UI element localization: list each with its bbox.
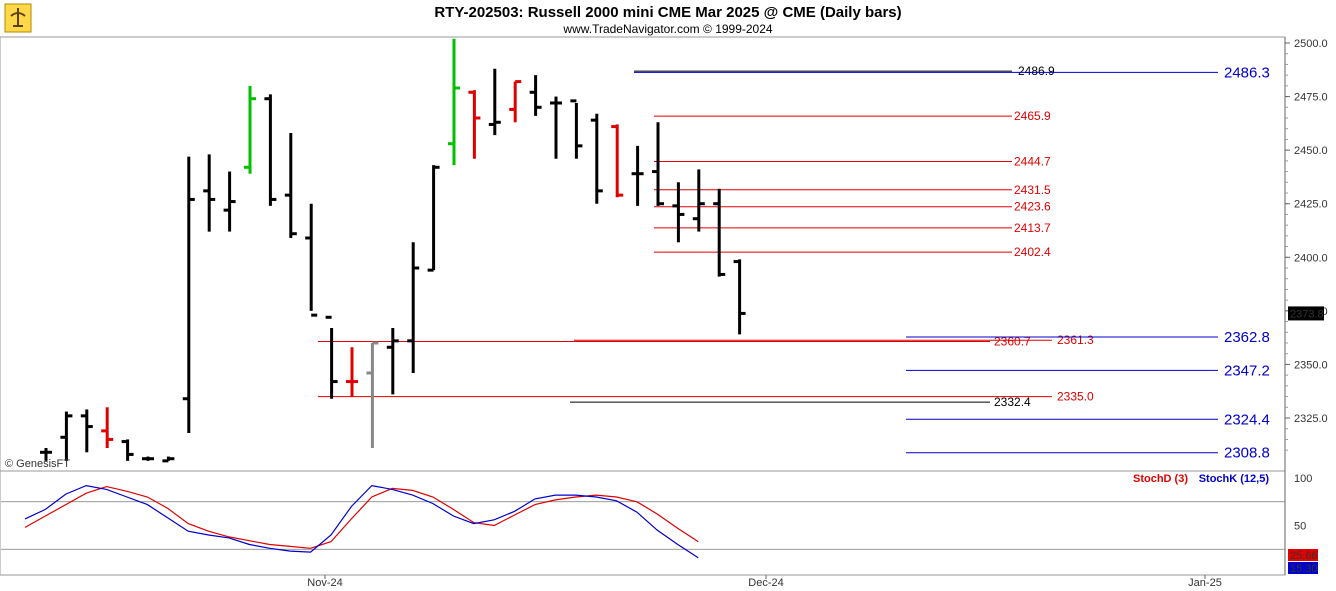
ohlc-bar bbox=[366, 341, 379, 448]
ohlc-bar bbox=[733, 259, 746, 335]
ohlc-bar bbox=[590, 113, 603, 204]
level-label: 2361.3 bbox=[1057, 333, 1094, 347]
level-label: 2402.4 bbox=[1014, 245, 1051, 259]
ohlc-bar bbox=[142, 456, 154, 461]
ohlc-bar bbox=[529, 75, 542, 116]
x-tick-label: Nov-24 bbox=[307, 577, 342, 589]
ohlc-bar bbox=[611, 124, 624, 198]
level-label: 2332.4 bbox=[994, 395, 1031, 409]
stochk-value-box bbox=[1288, 562, 1318, 574]
indicator-tick-label: 50 bbox=[1294, 521, 1306, 533]
price-panel-frame bbox=[0, 36, 1286, 472]
level-label: 2431.5 bbox=[1014, 183, 1051, 197]
indicator-tick-label: 100 bbox=[1294, 473, 1312, 485]
last-price-label: 2373.8 bbox=[1290, 308, 1324, 320]
ohlc-bar bbox=[427, 165, 440, 272]
ohlc-bar bbox=[284, 133, 297, 238]
ohlc-bar bbox=[448, 38, 460, 166]
level-label: 2444.7 bbox=[1014, 155, 1051, 169]
stochk-line bbox=[24, 484, 699, 559]
ohlc-bar bbox=[203, 154, 216, 232]
ohlc-bar bbox=[468, 90, 481, 159]
x-tick-label: Jan-25 bbox=[1188, 577, 1222, 589]
ohlc-bar bbox=[672, 182, 685, 243]
ohlc-bar bbox=[80, 409, 93, 453]
logo-icon bbox=[4, 3, 32, 33]
stochk-value: 15.30 bbox=[1290, 563, 1318, 575]
ohlc-bar bbox=[244, 85, 256, 174]
ohlc-bar bbox=[692, 169, 705, 232]
indicator-panel-frame bbox=[0, 470, 1286, 576]
ohlc-bar bbox=[488, 68, 501, 136]
watermark: © GenesisFT bbox=[5, 458, 70, 470]
ohlc-bar bbox=[713, 188, 726, 277]
ohlc-bar bbox=[346, 347, 358, 397]
ohlc-bar bbox=[264, 94, 277, 206]
ohlc-bar bbox=[305, 203, 318, 317]
ohlc-bar bbox=[550, 96, 562, 159]
level-label: 2423.6 bbox=[1014, 200, 1051, 214]
x-tick-label: Dec-24 bbox=[748, 577, 783, 589]
chart-subtitle: www.TradeNavigator.com © 1999-2024 bbox=[562, 22, 772, 36]
ohlc-bar bbox=[101, 407, 114, 448]
price-tick-label: 2475.0 bbox=[1294, 92, 1328, 104]
level-label: 2465.9 bbox=[1014, 109, 1051, 123]
ohlc-bar bbox=[325, 315, 338, 399]
ohlc-bar bbox=[652, 122, 664, 206]
price-tick-label: 2500.0 bbox=[1294, 38, 1328, 50]
price-tick-label: 2425.0 bbox=[1294, 199, 1328, 211]
price-tick-label: 2350.0 bbox=[1294, 359, 1328, 371]
level-label: 2360.7 bbox=[994, 335, 1031, 349]
ohlc-bar bbox=[570, 99, 583, 159]
projection-label: 2324.4 bbox=[1224, 411, 1270, 428]
ohlc-bar bbox=[223, 171, 236, 232]
ohlc-bar bbox=[407, 242, 420, 373]
ohlc-bar bbox=[121, 439, 134, 461]
stochd-legend: StochD (3) bbox=[1133, 473, 1188, 485]
ohlc-bar bbox=[386, 328, 399, 395]
level-label: 2335.0 bbox=[1057, 390, 1094, 404]
chart-title: RTY-202503: Russell 2000 mini CME Mar 20… bbox=[434, 4, 901, 21]
ohlc-bar bbox=[182, 156, 195, 433]
stochd-value: 25.66 bbox=[1290, 550, 1318, 562]
projection-label: 2308.8 bbox=[1224, 445, 1270, 462]
level-label: 2486.9 bbox=[1018, 64, 1055, 78]
projection-label: 2486.3 bbox=[1224, 64, 1270, 81]
ohlc-bar bbox=[162, 456, 175, 463]
stochd-value-box bbox=[1288, 549, 1318, 561]
projection-label: 2347.2 bbox=[1224, 362, 1270, 379]
ohlc-bar bbox=[509, 80, 522, 123]
last-price-box bbox=[1288, 306, 1324, 321]
ohlc-bar bbox=[631, 145, 644, 206]
projection-label: 2362.8 bbox=[1224, 329, 1270, 346]
price-tick-label: 2450.0 bbox=[1294, 145, 1328, 157]
price-tick-label: 2325.0 bbox=[1294, 413, 1328, 425]
ohlc-bar bbox=[60, 411, 73, 461]
price-tick-label: 2400.0 bbox=[1294, 252, 1328, 264]
level-label: 2413.7 bbox=[1014, 221, 1051, 235]
stochk-legend: StochK (12,5) bbox=[1199, 473, 1270, 485]
ohlc-bar bbox=[40, 448, 52, 461]
